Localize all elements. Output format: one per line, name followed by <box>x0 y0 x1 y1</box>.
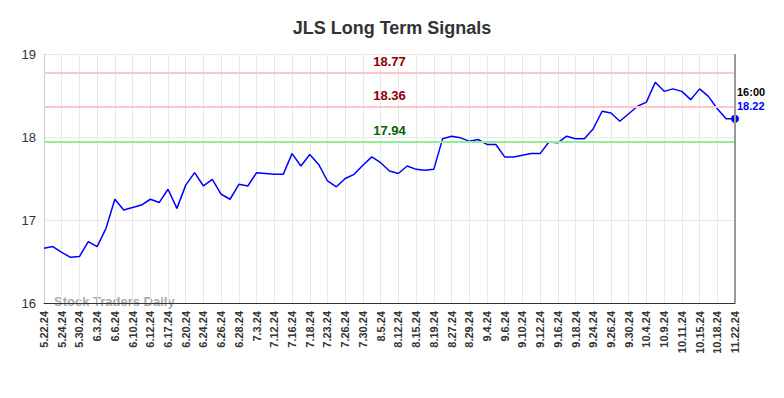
svg-text:5.30.24: 5.30.24 <box>73 310 85 348</box>
svg-text:5.22.24: 5.22.24 <box>38 310 50 348</box>
svg-text:9.24.24: 9.24.24 <box>587 310 599 348</box>
svg-text:6.24.24: 6.24.24 <box>197 310 209 348</box>
svg-text:6.6.24: 6.6.24 <box>109 310 121 341</box>
svg-text:9.18.24: 9.18.24 <box>570 310 582 348</box>
svg-text:8.15.24: 8.15.24 <box>410 310 422 348</box>
svg-text:9.12.24: 9.12.24 <box>534 310 546 348</box>
svg-text:17: 17 <box>22 213 36 228</box>
svg-text:10.4.24: 10.4.24 <box>640 310 652 348</box>
svg-text:10.15.24: 10.15.24 <box>694 310 706 354</box>
svg-text:JLS Long Term Signals: JLS Long Term Signals <box>293 18 492 38</box>
svg-text:6.12.24: 6.12.24 <box>144 310 156 348</box>
svg-text:18.36: 18.36 <box>373 88 406 103</box>
svg-text:8.27.24: 8.27.24 <box>446 310 458 348</box>
svg-text:18.77: 18.77 <box>373 54 406 69</box>
svg-text:16:00: 16:00 <box>737 86 765 98</box>
svg-text:9.4.24: 9.4.24 <box>481 310 493 341</box>
svg-text:7.16.24: 7.16.24 <box>286 310 298 348</box>
svg-text:5.24.24: 5.24.24 <box>56 310 68 348</box>
svg-text:6.28.24: 6.28.24 <box>233 310 245 348</box>
svg-text:11.22.24: 11.22.24 <box>729 310 741 353</box>
svg-text:6.10.24: 6.10.24 <box>127 310 139 348</box>
svg-text:9.6.24: 9.6.24 <box>499 310 511 341</box>
svg-text:18.22: 18.22 <box>737 100 765 112</box>
svg-text:8.29.24: 8.29.24 <box>463 310 475 348</box>
svg-text:6.3.24: 6.3.24 <box>91 310 103 341</box>
svg-text:9.30.24: 9.30.24 <box>623 310 635 348</box>
svg-text:18: 18 <box>22 130 36 145</box>
svg-text:7.26.24: 7.26.24 <box>339 310 351 348</box>
svg-text:6.20.24: 6.20.24 <box>180 310 192 348</box>
svg-text:16: 16 <box>22 296 36 311</box>
svg-text:17.94: 17.94 <box>373 123 406 138</box>
svg-text:7.18.24: 7.18.24 <box>304 310 316 348</box>
svg-text:9.10.24: 9.10.24 <box>516 310 528 348</box>
svg-text:8.12.24: 8.12.24 <box>392 310 404 348</box>
svg-text:7.30.24: 7.30.24 <box>357 310 369 348</box>
svg-text:7.3.24: 7.3.24 <box>251 310 263 341</box>
svg-text:10.11.24: 10.11.24 <box>676 310 688 353</box>
svg-text:Stock Traders Daily: Stock Traders Daily <box>54 294 175 309</box>
svg-text:8.5.24: 8.5.24 <box>375 310 387 341</box>
svg-text:6.26.24: 6.26.24 <box>215 310 227 348</box>
svg-text:7.12.24: 7.12.24 <box>268 310 280 348</box>
svg-text:10.9.24: 10.9.24 <box>658 310 670 348</box>
svg-text:8.19.24: 8.19.24 <box>428 310 440 348</box>
svg-text:19: 19 <box>22 47 36 62</box>
svg-text:9.16.24: 9.16.24 <box>552 310 564 348</box>
svg-text:9.26.24: 9.26.24 <box>605 310 617 348</box>
svg-text:7.23.24: 7.23.24 <box>321 310 333 348</box>
svg-text:6.17.24: 6.17.24 <box>162 310 174 348</box>
svg-text:10.18.24: 10.18.24 <box>711 310 723 354</box>
